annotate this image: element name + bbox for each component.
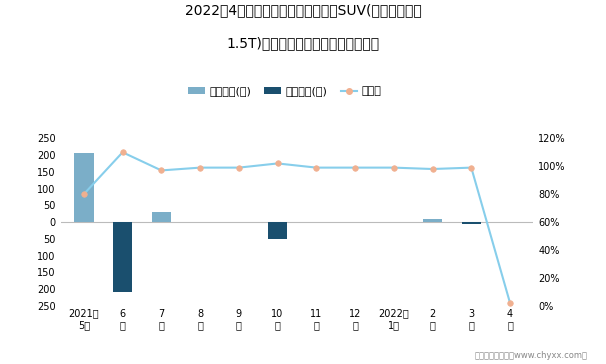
Legend: 积压库存(辆), 清仓库存(辆), 产销率: 积压库存(辆), 清仓库存(辆), 产销率 xyxy=(184,82,386,101)
Bar xyxy=(74,153,93,222)
Bar xyxy=(152,212,171,222)
Text: 1.5T)近一年库存情况及产销率统计图: 1.5T)近一年库存情况及产销率统计图 xyxy=(227,36,379,50)
产销率 xyxy=(390,165,398,170)
Bar xyxy=(423,219,442,222)
产销率 xyxy=(468,165,475,170)
产销率 xyxy=(158,168,165,173)
Bar xyxy=(268,222,287,239)
Bar xyxy=(462,222,481,224)
产销率 xyxy=(119,150,126,154)
产销率 xyxy=(429,167,436,171)
Line: 产销率: 产销率 xyxy=(81,150,513,306)
产销率 xyxy=(274,161,281,166)
Text: 制图：智研咨询（www.chyxx.com）: 制图：智研咨询（www.chyxx.com） xyxy=(475,351,588,360)
产销率 xyxy=(235,165,242,170)
Text: 2022年4月雪佛兰探界者旗下最畅销SUV(雪佛兰探界者: 2022年4月雪佛兰探界者旗下最畅销SUV(雪佛兰探界者 xyxy=(185,4,421,17)
产销率 xyxy=(351,165,359,170)
产销率 xyxy=(507,301,514,305)
Bar xyxy=(113,222,132,292)
产销率 xyxy=(80,192,87,196)
产销率 xyxy=(196,165,204,170)
产销率 xyxy=(313,165,320,170)
